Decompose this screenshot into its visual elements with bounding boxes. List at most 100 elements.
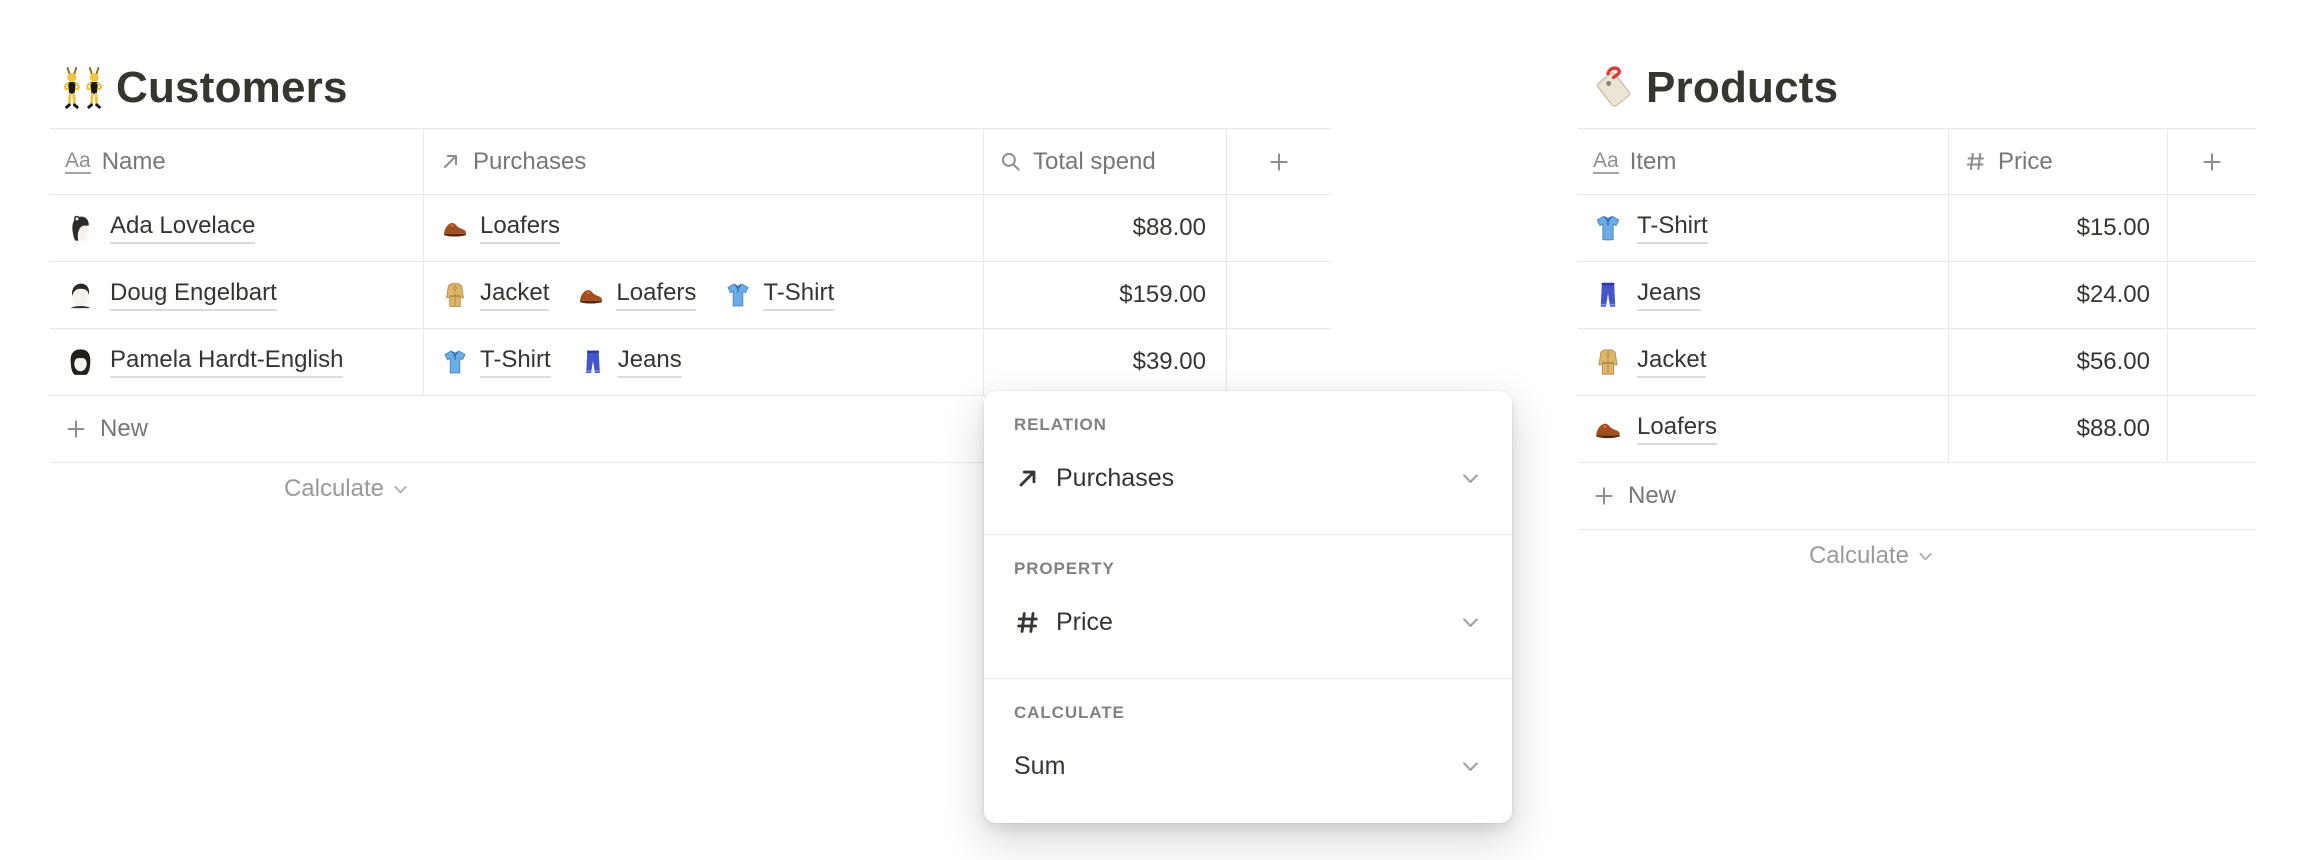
relation-select[interactable]: Purchases [1014,459,1482,497]
plus-icon [1595,487,1613,505]
new-row-button[interactable]: New [50,396,1331,463]
rollup-magnifier-icon [1001,152,1020,171]
empty-cell [2168,195,2256,261]
page-link[interactable]: Jeans [1637,279,1702,311]
relation-arrow-icon [1019,470,1036,486]
dancers-emoji-icon [63,66,103,109]
number-hash-icon [1966,152,1985,171]
title-text-icon: Aa [65,148,91,174]
total-spend-cell[interactable]: $159.00 [984,262,1227,328]
relation-chip[interactable]: Loafers [577,279,697,311]
jacket-emoji-icon [445,282,465,308]
calculate-select[interactable]: Sum [1014,747,1482,785]
price-cell[interactable]: $56.00 [1949,329,2168,395]
property-section: PROPERTY Price [984,535,1512,679]
relation-chip[interactable]: Loafers [441,212,561,244]
item-cell[interactable]: Jacket [1578,329,1949,395]
new-row-button[interactable]: New [1578,463,2256,530]
total-spend-cell[interactable]: $39.00 [984,329,1227,395]
property-select[interactable]: Price [1014,603,1482,641]
column-header-purchases[interactable]: Purchases [424,129,984,194]
products-table: Aa Item Price T-Shirt $15.00 [1578,128,2256,582]
column-header-item[interactable]: Aa Item [1578,129,1949,194]
doug-avatar [70,283,91,308]
item-cell[interactable]: Jeans [1578,262,1949,328]
page-link[interactable]: Jacket [1637,346,1707,378]
jacket-emoji-icon [1597,348,1619,376]
item-cell[interactable]: Loafers [1578,396,1949,462]
page-link[interactable]: Doug Engelbart [110,279,277,311]
column-header-total-spend[interactable]: Total spend [984,129,1227,194]
tshirt-emoji-icon [727,283,750,307]
products-database-title[interactable]: Products [1588,58,2256,118]
products-table-header: Aa Item Price [1578,129,2256,195]
relation-chip[interactable]: Jeans [579,346,682,378]
purchases-cell[interactable]: Loafers [424,195,984,261]
page-link[interactable]: Loafers [1637,413,1718,445]
table-row: Ada Lovelace Loafers $88.00 [50,195,1331,262]
chevron-down-icon [1463,617,1478,627]
table-row: Pamela Hardt-English T-Shirt Jeans $39.0… [50,329,1331,396]
relation-chip[interactable]: T-Shirt [724,279,835,311]
chevron-down-icon [1463,473,1478,483]
plus-icon [67,420,85,438]
name-cell[interactable]: Pamela Hardt-English [50,329,424,395]
empty-cell [2168,329,2256,395]
page-link[interactable]: T-Shirt [1637,212,1708,244]
relation-arrow-icon [443,154,458,169]
calculate-button[interactable]: Calculate [1578,530,1949,582]
name-cell[interactable]: Ada Lovelace [50,195,424,261]
table-row: Jacket $56.00 [1578,329,2256,396]
total-spend-cell[interactable]: $88.00 [984,195,1227,261]
add-property-button[interactable] [1227,129,1331,194]
rollup-config-popup: RELATION Purchases PROPERTY Price CALCUL… [984,391,1512,823]
section-label: PROPERTY [1014,559,1115,578]
add-property-button[interactable] [2168,129,2256,194]
empty-cell [2168,262,2256,328]
table-row: T-Shirt $15.00 [1578,195,2256,262]
add-property-icon [1270,152,1288,171]
ada-avatar [72,215,89,241]
price-cell[interactable]: $15.00 [1949,195,2168,261]
table-row: Doug Engelbart Jacket Loafers T-Shirt $1… [50,262,1331,329]
calculate-section: CALCULATE Sum [984,679,1512,823]
purchases-cell[interactable]: T-Shirt Jeans [424,329,984,395]
table-row: Loafers $88.00 [1578,396,2256,463]
price-cell[interactable]: $88.00 [1949,396,2168,462]
title-text-icon: Aa [1593,148,1619,174]
chevron-down-icon [1919,552,1932,560]
column-header-name[interactable]: Aa Name [50,129,424,194]
tshirt-emoji-icon [444,350,466,374]
relation-chip[interactable]: Jacket [441,279,550,311]
tshirt-emoji-icon [1596,215,1620,241]
purchases-cell[interactable]: Jacket Loafers T-Shirt [424,262,984,328]
empty-cell [1227,329,1331,395]
number-hash-icon [1017,611,1038,633]
add-property-icon [2203,152,2221,171]
price-cell[interactable]: $24.00 [1949,262,2168,328]
jeans-emoji-icon [1599,282,1617,308]
column-header-price[interactable]: Price [1949,129,2168,194]
loafers-emoji-icon [444,223,466,237]
table-row: Jeans $24.00 [1578,262,2256,329]
pamela-avatar [70,348,91,375]
page-link[interactable]: Pamela Hardt-English [110,346,344,378]
customers-database-title[interactable]: Customers [58,58,1331,118]
empty-cell [1227,262,1331,328]
section-label: CALCULATE [1014,703,1125,722]
label-tag-emoji-icon [1594,66,1633,110]
empty-cell [1227,195,1331,261]
page-link[interactable]: Ada Lovelace [110,212,256,244]
item-cell[interactable]: T-Shirt [1578,195,1949,261]
products-database: Products Aa Item Price T-Shirt $15.00 [1578,58,2256,582]
loafers-emoji-icon [1596,423,1620,439]
name-cell[interactable]: Doug Engelbart [50,262,424,328]
relation-chip[interactable]: T-Shirt [441,346,551,378]
jeans-emoji-icon [585,349,601,374]
page-title: Customers [116,63,348,112]
chevron-down-icon [1463,761,1478,771]
relation-section: RELATION Purchases [984,391,1512,535]
calculate-button[interactable]: Calculate [50,463,424,515]
customers-database: Customers Aa Name Purchases Total spend [50,58,1331,515]
